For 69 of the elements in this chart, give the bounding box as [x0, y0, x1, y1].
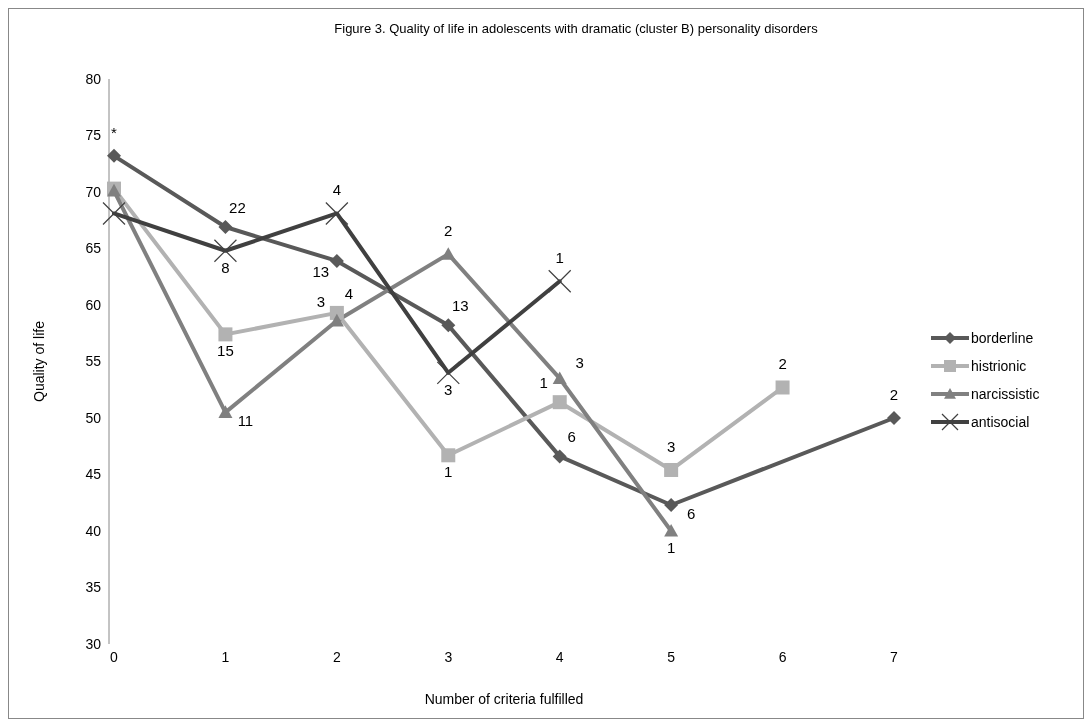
point — [552, 449, 567, 464]
point — [436, 361, 460, 385]
x-tick-label: 1 — [221, 648, 230, 665]
annotation: 1 — [539, 374, 548, 392]
y-axis-title: Quality of life — [30, 320, 47, 402]
point — [441, 318, 456, 333]
x-axis-title: Number of criteria fulfilled — [424, 691, 584, 707]
point — [107, 148, 121, 163]
annotation: 4 — [332, 181, 342, 199]
annotation: 13 — [312, 262, 330, 280]
annotation: 1 — [444, 463, 453, 481]
point — [218, 405, 233, 418]
annotation: 1 — [666, 539, 676, 556]
point — [548, 269, 572, 293]
annotation: 4 — [344, 284, 354, 302]
annotation: 6 — [567, 428, 576, 446]
point — [325, 201, 349, 226]
chart-title: Figure 3. Quality of life in adolescents with dramatic (cluster B) personality disorders — [333, 21, 819, 36]
point — [887, 411, 901, 425]
annotation: 13 — [451, 297, 469, 315]
point — [329, 253, 344, 268]
point — [441, 448, 456, 463]
x-tick-label: 5 — [667, 648, 676, 665]
point — [664, 524, 679, 537]
annotation: 2 — [889, 386, 899, 403]
x-tick-label: 7 — [890, 648, 899, 665]
y-tick-label: 65 — [85, 240, 102, 257]
legend-label: borderline — [971, 330, 1034, 346]
x-tick-label: 3 — [444, 648, 453, 665]
y-tick-label: 55 — [85, 353, 102, 370]
annotation: 22 — [229, 199, 246, 217]
annotation: 3 — [444, 380, 453, 398]
point — [664, 462, 679, 477]
annotation: 6 — [686, 505, 696, 523]
annotation: 2 — [444, 222, 453, 240]
point — [664, 498, 679, 513]
y-tick-label: 45 — [85, 466, 102, 483]
x-tick-label: 2 — [332, 648, 341, 665]
y-tick-label: 40 — [85, 522, 102, 539]
annotation: 3 — [316, 292, 326, 310]
legend-label: narcissistic — [971, 386, 1040, 402]
annotation: 8 — [221, 258, 230, 276]
annotation: * — [111, 123, 118, 141]
y-tick-label: 60 — [85, 296, 102, 313]
y-tick-label: 50 — [85, 409, 102, 426]
point — [552, 395, 567, 410]
point — [218, 220, 233, 235]
annotation: 1 — [555, 249, 564, 267]
point — [552, 371, 567, 385]
point — [775, 380, 790, 395]
legend-label: antisocial — [971, 414, 1030, 430]
y-tick-label: 75 — [85, 127, 102, 144]
annotation: 3 — [575, 354, 584, 372]
y-tick-label: 70 — [85, 183, 102, 200]
x-tick-label: 0 — [110, 648, 119, 665]
point — [218, 327, 233, 342]
annotation: 3 — [666, 437, 676, 455]
x-tick-label: 4 — [555, 648, 564, 665]
y-tick-label: 30 — [85, 635, 102, 652]
annotation: 2 — [778, 355, 787, 373]
annotation: 15 — [217, 342, 234, 360]
y-tick-label: 35 — [85, 579, 102, 596]
point — [441, 247, 456, 260]
point — [213, 239, 238, 263]
y-tick-label: 80 — [85, 70, 102, 87]
x-tick-label: 6 — [778, 648, 787, 665]
annotation: 11 — [237, 412, 254, 430]
point — [102, 201, 126, 226]
legend-label: histrionic — [971, 358, 1027, 374]
